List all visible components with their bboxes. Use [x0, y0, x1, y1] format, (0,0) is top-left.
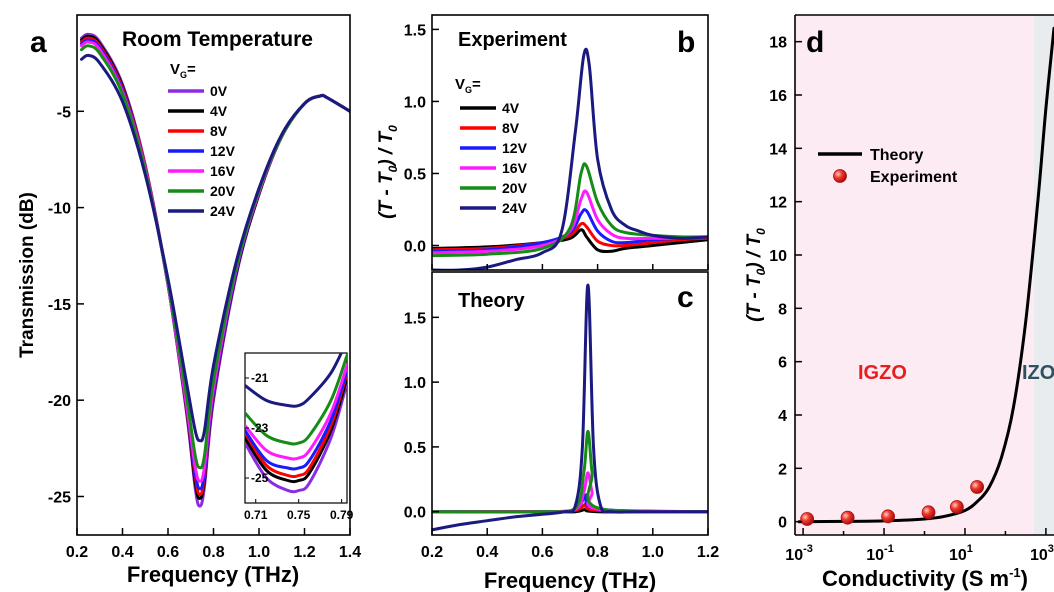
- y-tick-label: 12: [769, 195, 787, 212]
- panel-c-xlabel: Frequency (THz): [484, 568, 656, 592]
- legend-label: 12V: [210, 143, 236, 159]
- y-tick-label: 0.0: [404, 239, 426, 256]
- region-igzo: [795, 15, 1034, 535]
- panel-letter-b: b: [677, 26, 695, 59]
- y-tick-label: -15: [48, 297, 71, 314]
- y-tick-label: 6: [778, 355, 787, 372]
- inset-x-tick-label: 0.75: [287, 508, 311, 522]
- legend-label-theory: Theory: [870, 147, 923, 164]
- legend-label: 8V: [210, 123, 228, 139]
- x-tick-label: 1.2: [293, 544, 315, 561]
- panel-a-xlabel: Frequency (THz): [127, 562, 299, 587]
- x-tick-label: 0.4: [111, 544, 133, 561]
- x-tick-label: 101: [949, 543, 973, 564]
- legend-label: 16V: [502, 160, 528, 176]
- inset-y-tick-label: -25: [251, 471, 269, 485]
- y-tick-label: 1.0: [404, 94, 426, 111]
- x-tick-label: 1.4: [339, 544, 361, 561]
- panel-d-region-label-izo: IZO: [1022, 362, 1054, 384]
- series-line-20v: [432, 431, 708, 512]
- panel-b-legend: 4V 8V 12V 16V 20V 24V: [460, 100, 528, 216]
- y-tick-label: -20: [48, 393, 71, 410]
- inset-y-tick-label: -21: [251, 371, 269, 385]
- y-tick-label: 1.5: [404, 22, 426, 39]
- legend-label: 8V: [502, 120, 520, 136]
- x-tick-label: 0.2: [66, 544, 88, 561]
- y-tick-label: 0.0: [404, 505, 426, 522]
- panel-b-legend-title: VG=: [455, 76, 481, 95]
- x-tick-label: 1.0: [248, 544, 270, 561]
- y-tick-label: 16: [769, 88, 787, 105]
- panel-c-series: [432, 285, 708, 530]
- experiment-point: [950, 501, 963, 514]
- x-tick-label: 1.2: [697, 544, 719, 561]
- legend-label: 20V: [210, 183, 236, 199]
- y-tick-label: -10: [48, 201, 71, 218]
- panel-a-legend-title: VG=: [170, 61, 196, 80]
- x-tick-label: 1.0: [642, 544, 664, 561]
- inset-x-tick-label: 0.71: [244, 508, 268, 522]
- legend-label: 12V: [502, 140, 528, 156]
- panel-letter-a: a: [30, 26, 47, 59]
- y-tick-label: 10: [769, 248, 787, 265]
- legend-label: 16V: [210, 163, 236, 179]
- panel-c-ticks: 0.0 0.5 1.0 1.5 0.2 0.4 0.6 0.8 1.0 1.2: [404, 310, 719, 561]
- legend-label: 0V: [210, 83, 228, 99]
- legend-label: 20V: [502, 180, 528, 196]
- panel-d-regions: [795, 15, 1054, 535]
- panel-c-title: Theory: [458, 290, 526, 312]
- y-tick-label: 1.0: [404, 375, 426, 392]
- experiment-point: [801, 513, 814, 526]
- x-tick-label: 0.4: [476, 544, 498, 561]
- x-tick-label: 10-3: [785, 543, 813, 564]
- y-tick-label: 0.5: [404, 440, 426, 457]
- x-tick-label: 0.2: [421, 544, 443, 561]
- experiment-point: [971, 481, 984, 494]
- panel-letter-c: c: [677, 281, 694, 314]
- y-tick-label: -25: [48, 489, 71, 506]
- panel-b-ticks: 0.0 0.5 1.0 1.5: [404, 22, 708, 270]
- experiment-point: [882, 510, 895, 523]
- series-line-16v: [432, 473, 708, 512]
- legend-label: 4V: [502, 100, 520, 116]
- y-tick-label: 1.5: [404, 310, 426, 327]
- inset-y-tick-label: -23: [251, 421, 269, 435]
- y-tick-label: 8: [778, 301, 787, 318]
- experiment-point: [841, 511, 854, 524]
- y-tick-label: 18: [769, 35, 787, 52]
- panel-a-legend: 0V 4V 8V 12V 16V 20V 24V: [168, 83, 236, 219]
- y-tick-label: -5: [57, 104, 71, 121]
- series-line-12v: [432, 495, 708, 512]
- y-tick-label: 14: [769, 141, 787, 158]
- legend-label-experiment: Experiment: [870, 169, 958, 186]
- panel-b-title: Experiment: [458, 29, 567, 51]
- y-tick-label: 4: [778, 408, 787, 425]
- x-tick-label: 0.6: [157, 544, 179, 561]
- panel-bc-ylabel: (T - T0) / T0: [376, 125, 400, 219]
- y-tick-label: 2: [778, 461, 787, 478]
- legend-label: 24V: [210, 203, 236, 219]
- x-tick-label: 0.6: [531, 544, 553, 561]
- x-tick-label: 10-1: [866, 543, 894, 564]
- panel-d-xlabel: Conductivity (S m-1): [822, 565, 1028, 591]
- region-izo: [1034, 15, 1054, 535]
- legend-label: 24V: [502, 200, 528, 216]
- panel-a-title: Room Temperature: [122, 28, 313, 51]
- panel-letter-d: d: [806, 26, 824, 59]
- legend-swatch-experiment: [834, 170, 847, 183]
- panel-d-ylabel: (T - T0) / T0: [744, 228, 768, 322]
- experiment-point: [922, 506, 935, 519]
- x-tick-label: 0.8: [586, 544, 608, 561]
- panel-a-ylabel: Transmission (dB): [17, 192, 38, 358]
- series-line-24v: [432, 285, 708, 530]
- x-tick-label: 103: [1030, 543, 1054, 564]
- y-tick-label: 0: [778, 515, 787, 532]
- panel-d-region-label-igzo: IGZO: [858, 362, 907, 384]
- x-tick-label: 0.8: [202, 544, 224, 561]
- y-tick-label: 0.5: [404, 166, 426, 183]
- legend-label: 4V: [210, 103, 228, 119]
